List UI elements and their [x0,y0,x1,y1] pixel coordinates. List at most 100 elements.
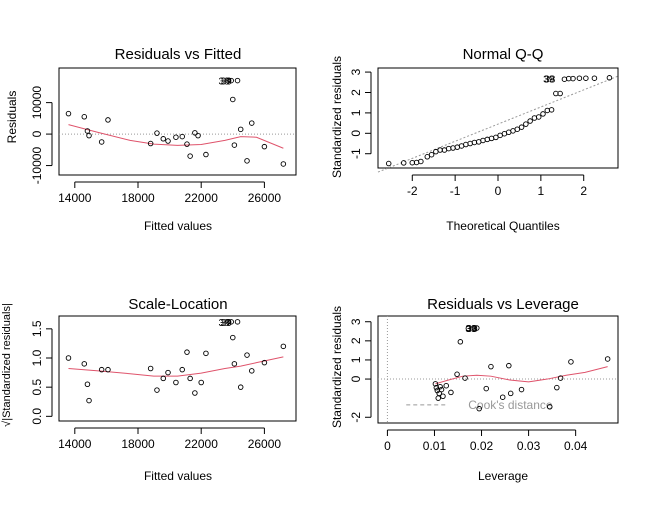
panel-title: Residuals vs Leverage [427,296,579,313]
data-point [234,319,241,325]
data-point [454,371,460,378]
data-point [160,136,167,142]
data-point [437,383,443,390]
data-point [187,375,193,382]
data-point [261,143,268,150]
data-point [187,153,193,159]
y-tick-label: 10000 [30,86,44,120]
data-point [237,384,244,390]
data-point [507,390,514,397]
y-tick-label: 1 [349,109,363,116]
x-axis-label: Fitted values [144,469,212,483]
data-point [432,381,439,387]
data-point [184,349,190,355]
data-point [418,158,424,165]
point-label: 39 [543,75,555,86]
x-tick-label: 0.01 [423,439,447,453]
data-point [160,375,167,382]
data-point [436,390,442,397]
x-tick-label: 22000 [185,437,219,451]
data-point [465,325,472,332]
x-axis-label: Fitted values [144,219,212,233]
data-point [244,352,250,358]
data-point [198,379,204,386]
data-point [228,77,234,84]
data-point [147,365,154,372]
panel-scale-location: Scale-Location Fitted values √|Standardi… [1,296,297,483]
y-tick-label: -2 [349,412,363,423]
data-point [457,339,464,345]
y-tick-label: 1 [349,356,363,363]
panel-normal-qq: Normal Q-Q Theoretical Quantiles Standar… [330,46,619,233]
data-point [184,141,190,147]
data-point [488,363,494,370]
data-point [154,387,160,393]
data-point [237,126,244,133]
y-tick-label: 0 [349,130,363,137]
data-point [506,362,512,369]
data-point [518,386,525,393]
data-point [280,343,287,350]
data-point [527,118,533,124]
data-point [81,361,88,367]
point-label: 38 [218,318,230,329]
y-tick-label: 0.0 [30,408,44,425]
data-point [195,132,201,139]
plot-area: 0 0.01 0.02 0.03 0.04 -2 0 1 2 3 Cook's distance 39… [349,315,619,453]
data-point [568,359,574,365]
data-point [244,158,250,164]
data-point [165,369,171,376]
data-point [606,75,613,81]
point-label: 39 [465,324,477,335]
plot-frame [377,315,619,424]
point-label: 39 [221,318,233,329]
x-tick-label: -2 [407,184,418,198]
data-point [523,121,529,127]
data-point [554,384,560,391]
x-tick-label: 14000 [58,437,92,451]
data-point [471,325,478,332]
data-point [514,126,521,132]
x-axis-label: Leverage [478,469,528,483]
x-tick-label: 18000 [121,437,155,451]
data-point [231,361,238,367]
data-point [105,117,111,123]
y-tick-label: 0.5 [30,379,44,396]
data-point [179,133,185,140]
data-point [98,366,105,373]
data-point [548,107,555,113]
data-point [400,160,407,166]
data-point [547,404,553,410]
data-point [81,114,88,120]
data-point [583,75,589,81]
y-tick-label: 0 [349,375,363,382]
data-point [440,393,446,400]
data-point [105,366,111,373]
y-tick-label: 1.5 [30,320,44,337]
point-label: 38 [218,77,230,88]
data-point [424,154,431,160]
data-point [225,77,231,84]
data-point [535,114,542,120]
data-point [433,384,440,391]
data-point [225,319,231,325]
y-axis-label: √|Standardized residuals| [1,303,13,427]
data-point [443,382,449,389]
data-point [86,397,92,404]
data-point [147,140,154,147]
x-tick-label: 0 [384,439,391,453]
data-point [230,334,236,341]
data-point [557,90,563,97]
data-point [570,75,576,82]
x-tick-label: -1 [450,184,461,198]
data-point [203,151,209,158]
data-point [476,405,482,412]
data-point [203,350,209,357]
point-label: 38 [466,324,478,335]
panel-title: Scale-Location [128,296,227,313]
y-tick-label: 0 [30,130,44,137]
y-tick-label: 3 [349,68,363,75]
data-point [86,132,92,139]
y-axis-label: Standardized residuals [330,56,344,178]
